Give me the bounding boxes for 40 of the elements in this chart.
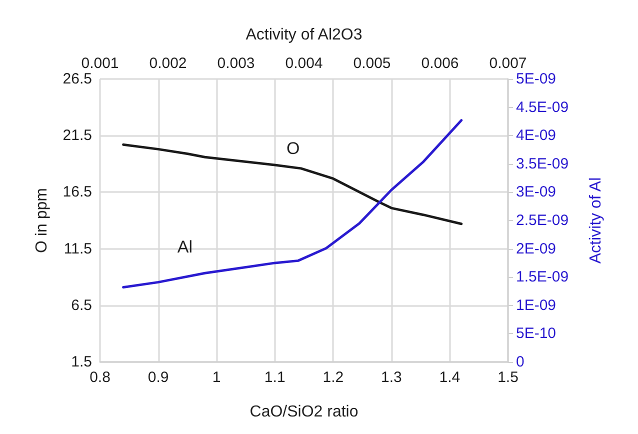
y-axis-title: O in ppm <box>34 188 50 253</box>
y2-tick-label: 1.5E-09 <box>516 268 569 286</box>
x2-tick-label: 0.005 <box>353 55 391 72</box>
line-series <box>122 143 463 226</box>
x-tick-label: 1.5 <box>498 369 518 386</box>
x2-axis-title: Activity of Al2O3 <box>246 26 362 44</box>
y-tick-label: 26.5 <box>62 70 92 88</box>
y-tick-label: 6.5 <box>71 296 92 314</box>
x-axis-title: CaO/SiO2 ratio <box>250 404 358 420</box>
y2-tick-label: 3E-09 <box>516 184 556 201</box>
x2-tick-label: 0.001 <box>81 55 119 72</box>
y2-tick-label: 4.5E-09 <box>516 98 569 116</box>
x2-tick-label: 0.007 <box>489 55 527 72</box>
x-tick-label: 0.8 <box>90 369 110 386</box>
y2-tick-label: 3.5E-09 <box>516 155 569 172</box>
x-tick-label: 1.1 <box>264 369 286 386</box>
y2-tick-label: 4E-09 <box>516 127 556 144</box>
x-tick-label: 1.3 <box>381 369 402 386</box>
y2-tick-label: 2E-09 <box>516 240 556 258</box>
y2-tick-label: 5E-10 <box>516 325 556 342</box>
y2-tick-label: 5E-09 <box>516 70 556 88</box>
y-tick-label: 11.5 <box>64 240 92 258</box>
x-tick-label: 1 <box>212 369 221 386</box>
series-label: Al <box>177 238 192 257</box>
x-tick-label: 1.4 <box>439 369 460 386</box>
y2-tick-label: 0 <box>516 354 524 370</box>
x2-tick-label: 0.006 <box>421 55 459 72</box>
line-series <box>122 119 463 289</box>
x-tick-label: 1.2 <box>322 369 344 386</box>
x2-tick-label: 0.003 <box>217 55 255 72</box>
y2-tick-label: 1E-09 <box>516 296 556 314</box>
x2-tick-label: 0.002 <box>149 55 187 72</box>
x-tick-label: 0.9 <box>148 369 169 386</box>
y-tick-label: 16.5 <box>62 184 92 201</box>
x2-tick-label: 0.004 <box>285 55 323 72</box>
y-tick-label: 1.5 <box>71 354 92 370</box>
y2-tick-label: 2.5E-09 <box>516 212 569 229</box>
series-label: O <box>286 138 300 158</box>
y-tick-label: 21.5 <box>62 127 92 144</box>
y2-axis-title: Activity of Al <box>588 177 604 264</box>
